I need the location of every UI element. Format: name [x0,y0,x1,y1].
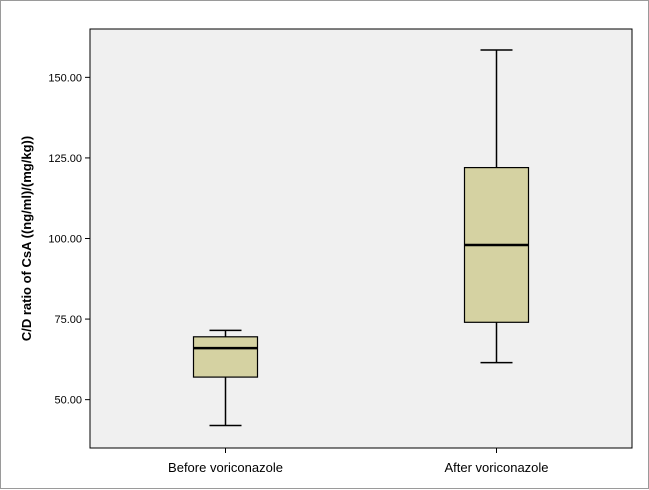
x-axis: Before voriconazole After voriconazole [168,448,549,475]
y-tick-label: 150.00 [48,72,82,84]
y-axis: 50.00 75.00 100.00 125.00 150.00 [48,72,90,407]
iqr-box [192,336,259,378]
box-1 [192,329,259,427]
y-axis-title: C/D ratio of CsA ((ng/ml)/(mg/kg)) [19,136,34,341]
y-tick-label: 125.00 [48,153,82,165]
box-2 [463,49,530,364]
y-tick-label: 75.00 [54,314,82,326]
x-category-label: After voriconazole [444,460,548,475]
plot-area [89,28,633,449]
y-tick-label: 100.00 [48,234,82,246]
box-group [192,49,530,427]
y-tick-label: 50.00 [54,395,82,407]
x-category-label: Before voriconazole [168,460,283,475]
